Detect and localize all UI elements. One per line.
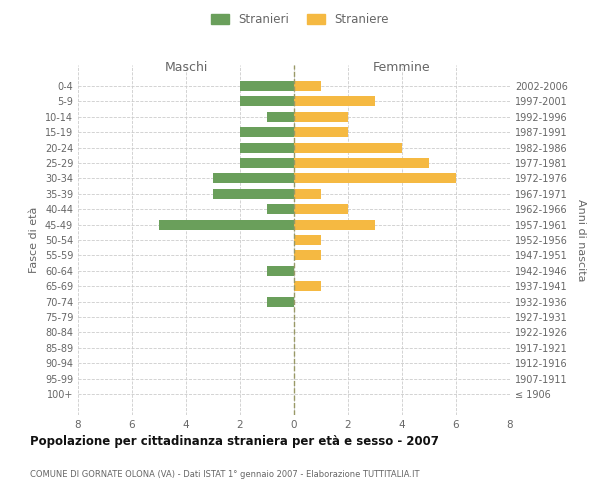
Text: Popolazione per cittadinanza straniera per età e sesso - 2007: Popolazione per cittadinanza straniera p… [30,435,439,448]
Bar [294,142,402,152]
Bar [294,112,348,122]
Bar [240,81,294,91]
Bar [240,158,294,168]
Bar [294,174,456,184]
Bar [294,189,321,199]
Bar [240,127,294,137]
Bar [213,189,294,199]
Bar [294,250,321,260]
Bar [294,220,375,230]
Text: Maschi: Maschi [164,60,208,74]
Legend: Stranieri, Straniere: Stranieri, Straniere [206,8,394,31]
Y-axis label: Fasce di età: Fasce di età [29,207,39,273]
Text: COMUNE DI GORNATE OLONA (VA) - Dati ISTAT 1° gennaio 2007 - Elaborazione TUTTITA: COMUNE DI GORNATE OLONA (VA) - Dati ISTA… [30,470,419,479]
Bar [294,235,321,245]
Bar [294,96,375,106]
Bar [294,281,321,291]
Bar [294,158,429,168]
Y-axis label: Anni di nascita: Anni di nascita [576,198,586,281]
Bar [294,81,321,91]
Text: Femmine: Femmine [373,60,431,74]
Bar [267,112,294,122]
Bar [267,266,294,276]
Bar [240,96,294,106]
Bar [267,296,294,306]
Bar [159,220,294,230]
Bar [294,204,348,214]
Bar [294,127,348,137]
Bar [213,174,294,184]
Bar [240,142,294,152]
Bar [267,204,294,214]
